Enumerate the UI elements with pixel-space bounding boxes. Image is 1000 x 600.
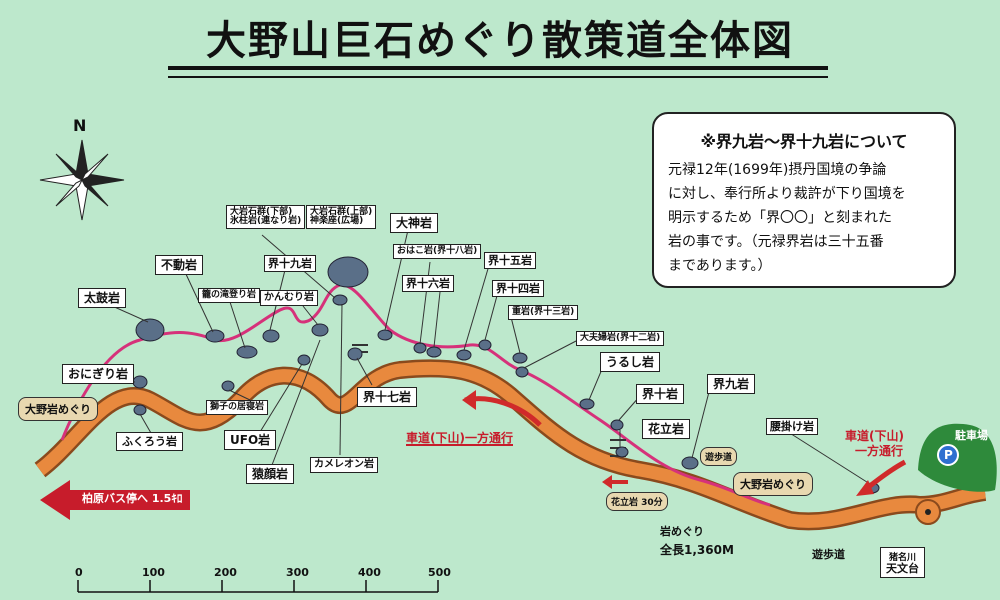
title-underline: [168, 66, 828, 70]
scale-tick: 0: [75, 566, 83, 579]
label-kai16: 界十六岩: [402, 275, 454, 292]
rock-hyochu: [332, 294, 348, 306]
rock-hanatate: [615, 446, 629, 458]
rock-kai10: [610, 419, 624, 431]
oneway-right-text-1: 車道(下山): [845, 429, 904, 443]
label-ooiwa-ue: 大岩石群(上部) 神楽座(広場): [306, 205, 377, 229]
rock-kanmuri: [311, 323, 329, 337]
label-kai14: 界十四岩: [492, 280, 544, 297]
scale-tick: 500: [428, 566, 451, 579]
rock-daifu: [515, 366, 529, 378]
rock-taki: [236, 345, 258, 359]
label-ooiwa-ue-text: 大岩石群(上部): [310, 207, 373, 217]
label-kai9: 界九岩: [707, 374, 756, 394]
label-kai19: 界十九岩: [264, 255, 316, 272]
sign-start: 大野岩めぐり: [18, 397, 98, 421]
scale-tick: 300: [286, 566, 309, 579]
label-ohako: おはこ岩(界十八岩): [393, 244, 482, 259]
observatory-line2: 天文台: [886, 562, 919, 575]
yuhodo-label: 遊歩道: [812, 548, 845, 561]
note-heading: ※界九岩～界十九岩について: [700, 132, 908, 151]
scale-bar: [77, 580, 439, 593]
rock-ooiwa: [327, 256, 369, 288]
total-length: 全長1,360M: [660, 543, 734, 557]
scale-tick: 200: [214, 566, 237, 579]
oneway-left-text: 車道(下山)一方通行: [406, 431, 513, 446]
label-chameleon: カメレオン岩: [310, 457, 378, 473]
rock-kai15: [456, 349, 472, 361]
rock-kai19: [262, 329, 280, 343]
sign-hanatate: 花立岩 30分: [606, 492, 668, 511]
scale-tick: 400: [358, 566, 381, 579]
label-hanatate: 花立岩: [642, 419, 691, 439]
map-title: 大野山巨石めぐり散策道全体図: [206, 18, 794, 64]
rock-shishi: [221, 380, 235, 392]
sign-end: 大野岩めぐり: [733, 472, 813, 496]
label-kai15: 界十五岩: [484, 252, 536, 269]
label-kai17: 界十七岩: [357, 387, 418, 407]
scale-tick: 100: [142, 566, 165, 579]
oneway-right-text-2: 一方通行: [855, 444, 904, 458]
observatory-label: 猪名川 天文台: [880, 547, 925, 578]
label-kanmuri: かんむり岩: [260, 290, 318, 306]
label-onigiri: おにぎり岩: [62, 364, 135, 384]
rock-kai16: [426, 346, 442, 358]
note-box: ※界九岩～界十九岩について 元禄12年(1699年)摂丹国境の争論 に対し、奉行…: [652, 112, 956, 288]
label-kasane: 重岩(界十三岩): [508, 305, 579, 320]
compass-north-label: N: [73, 116, 87, 135]
parking-p: P: [944, 448, 953, 462]
note-line: 元禄12年(1699年)摂丹国境の争論: [668, 162, 887, 178]
compass-rose-icon: [39, 139, 125, 221]
note-line: 明示するため「界〇〇」と刻まれた: [668, 210, 892, 226]
note-line: 岩の事です。（元禄界岩は三十五番: [668, 234, 884, 250]
observatory-line1: 猪名川: [888, 553, 916, 563]
label-kai10: 界十岩: [636, 384, 685, 404]
rock-daijin: [377, 329, 393, 341]
bus-arrow: [40, 480, 190, 520]
rock-ufo: [297, 354, 311, 366]
label-urushi: うるし岩: [600, 352, 661, 372]
rock-fudo: [205, 329, 225, 343]
rock-onigiri: [132, 375, 148, 389]
rock-urushi: [579, 398, 595, 410]
label-fudo: 不動岩: [155, 255, 204, 275]
rock-ohako: [413, 342, 427, 354]
label-shishi: 獅子の居寝岩: [206, 400, 269, 415]
rock-kai9: [681, 456, 699, 470]
total-title: 岩めぐり: [660, 525, 704, 538]
label-taiko: 太鼓岩: [78, 288, 127, 308]
label-daifu: 大夫婦岩(界十二岩): [576, 331, 665, 346]
rock-fukuro: [133, 404, 147, 416]
note-line: に対し、奉行所より裁許が下り国境を: [668, 186, 906, 202]
label-hyochu-text: 氷柱岩(連なり岩): [230, 216, 302, 226]
rock-kasane: [512, 352, 528, 364]
label-fukuro: ふくろう岩: [116, 432, 183, 451]
label-koshikake: 腰掛け岩: [766, 418, 818, 435]
parking-label: 駐車場: [955, 429, 988, 442]
title-underline-thin: [168, 76, 828, 78]
label-ufo: UFO岩: [224, 430, 277, 450]
trail-path: [60, 283, 771, 507]
label-kagura-text: 神楽座(広場): [310, 216, 364, 226]
rock-kai14: [478, 339, 492, 351]
bus-stop-text: 柏原バス停へ 1.5ｷﾛ: [82, 492, 183, 505]
label-ooiwa-shita-text: 大岩石群(下部): [230, 207, 293, 217]
sign-yuhodo: 遊歩道: [700, 447, 738, 466]
label-saru: 猿顔岩: [246, 464, 295, 484]
label-daijin: 大神岩: [390, 213, 439, 233]
parking-icon: [937, 444, 959, 466]
rock-kai17: [347, 347, 363, 361]
label-taki: 籠の滝登り岩: [198, 288, 261, 303]
note-line: まであります。）: [668, 258, 772, 274]
label-ooiwa-shita: 大岩石群(下部) 氷柱岩(連なり岩): [226, 205, 306, 229]
rock-taiko: [135, 318, 165, 342]
